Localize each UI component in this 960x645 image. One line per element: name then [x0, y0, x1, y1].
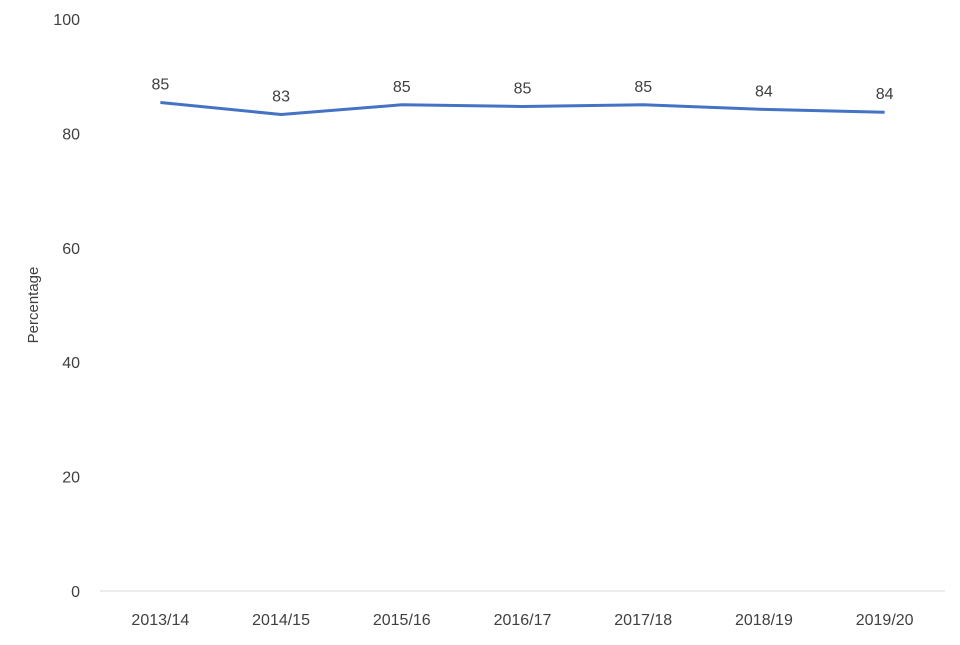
- x-tick-label: 2019/20: [856, 612, 914, 629]
- x-axis-ticks: 2013/14 2014/15 2015/16 2016/17 2017/18 2018/…: [131, 612, 913, 629]
- y-tick-label: 20: [62, 470, 80, 487]
- x-tick-label: 2013/14: [131, 612, 189, 629]
- y-axis-ticks: 0 20 40 60 80 100: [53, 12, 80, 601]
- data-label: 85: [151, 77, 169, 94]
- data-label: 84: [876, 86, 894, 103]
- x-tick-label: 2018/19: [735, 612, 793, 629]
- data-label: 84: [755, 83, 773, 100]
- y-tick-label: 60: [62, 241, 80, 258]
- y-axis-title: Percentage: [25, 267, 42, 344]
- x-tick-label: 2017/18: [614, 612, 672, 629]
- data-label: 83: [272, 89, 290, 106]
- series-line: [160, 101, 885, 116]
- y-tick-label: 80: [62, 126, 80, 143]
- y-tick-label: 0: [71, 584, 80, 601]
- x-tick-label: 2015/16: [373, 612, 431, 629]
- data-label: 85: [393, 79, 411, 96]
- data-label: 85: [634, 79, 652, 96]
- y-tick-label: 40: [62, 355, 80, 372]
- x-tick-label: 2014/15: [252, 612, 310, 629]
- x-tick-label: 2016/17: [494, 612, 552, 629]
- y-tick-label: 100: [53, 12, 80, 29]
- data-label: 85: [514, 81, 532, 98]
- data-labels: 85 83 85 85 85 84 84: [151, 77, 893, 106]
